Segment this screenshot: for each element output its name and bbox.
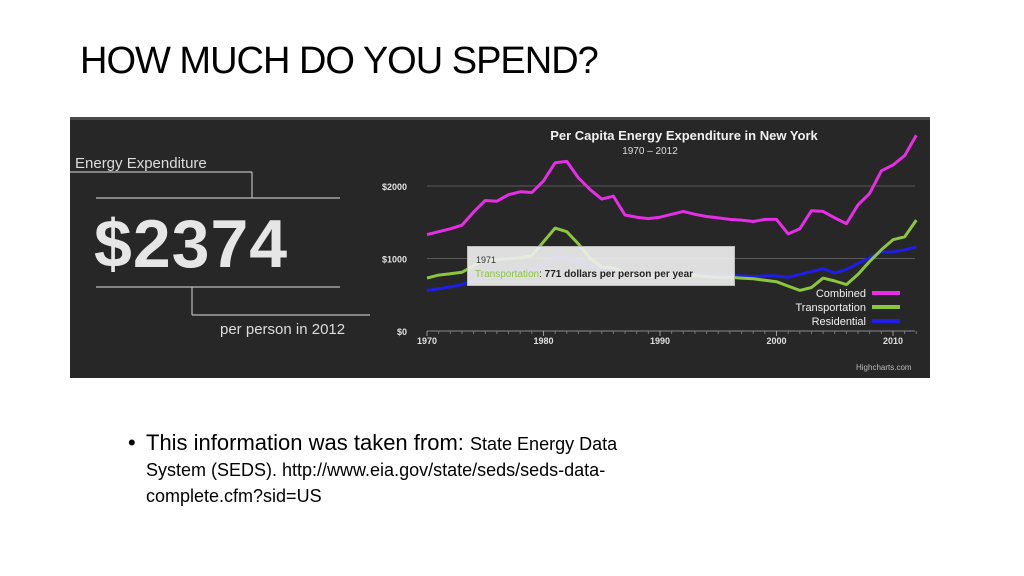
expenditure-caption: per person in 2012	[220, 321, 346, 338]
x-tick-label: 1990	[650, 336, 670, 346]
tooltip-year: 1971	[476, 255, 497, 265]
panel-top-border	[70, 117, 930, 120]
tooltip-line: Transportation: 771 dollars per person p…	[475, 269, 693, 280]
source-bullet: • This information was taken from: State…	[128, 430, 628, 510]
x-tick-label: 2000	[766, 336, 786, 346]
chart-panel: Energy Expenditure $2374 per person in 2…	[70, 117, 930, 378]
energy-expenditure-label: Energy Expenditure	[75, 155, 207, 172]
x-axis: 1970 1980 1990 2000 2010	[417, 331, 917, 346]
legend-label-transportation[interactable]: Transportation	[795, 302, 866, 314]
series-line-combined[interactable]	[426, 134, 918, 237]
y-tick-label: $1000	[382, 255, 407, 265]
slide-title: HOW MUCH DO YOU SPEND?	[80, 40, 599, 82]
x-tick-label: 1980	[533, 336, 553, 346]
highcharts-credit[interactable]: Highcharts.com	[856, 363, 912, 372]
expenditure-value: $2374	[94, 206, 289, 282]
info-bracket	[70, 171, 370, 316]
bullet-dot: •	[128, 430, 136, 455]
chart-subtitle: 1970 – 2012	[622, 146, 678, 157]
tooltip-separator: :	[539, 269, 545, 280]
tooltip-value: 771 dollars per person per year	[544, 269, 694, 280]
bullet-text: This information was taken from: State E…	[146, 430, 628, 510]
tooltip-series-name: Transportation	[475, 269, 540, 280]
chart-legend[interactable]: Combined Transportation Residential	[795, 288, 900, 328]
y-tick-label: $2000	[382, 182, 407, 192]
x-tick-label: 1970	[417, 336, 437, 346]
bullet-source[interactable]: State Energy Data System (SEDS). http://…	[146, 434, 618, 506]
chart-tooltip: 1971 Transportation: 771 dollars per per…	[467, 246, 735, 286]
legend-label-combined[interactable]: Combined	[816, 288, 866, 300]
chart-title: Per Capita Energy Expenditure in New Yor…	[550, 128, 818, 143]
legend-label-residential[interactable]: Residential	[812, 316, 866, 328]
y-tick-label: $0	[397, 327, 407, 337]
y-axis-labels: $0 $1000 $2000	[382, 182, 407, 337]
x-tick-label: 2010	[883, 336, 903, 346]
bullet-lead: This information was taken from:	[146, 430, 471, 455]
